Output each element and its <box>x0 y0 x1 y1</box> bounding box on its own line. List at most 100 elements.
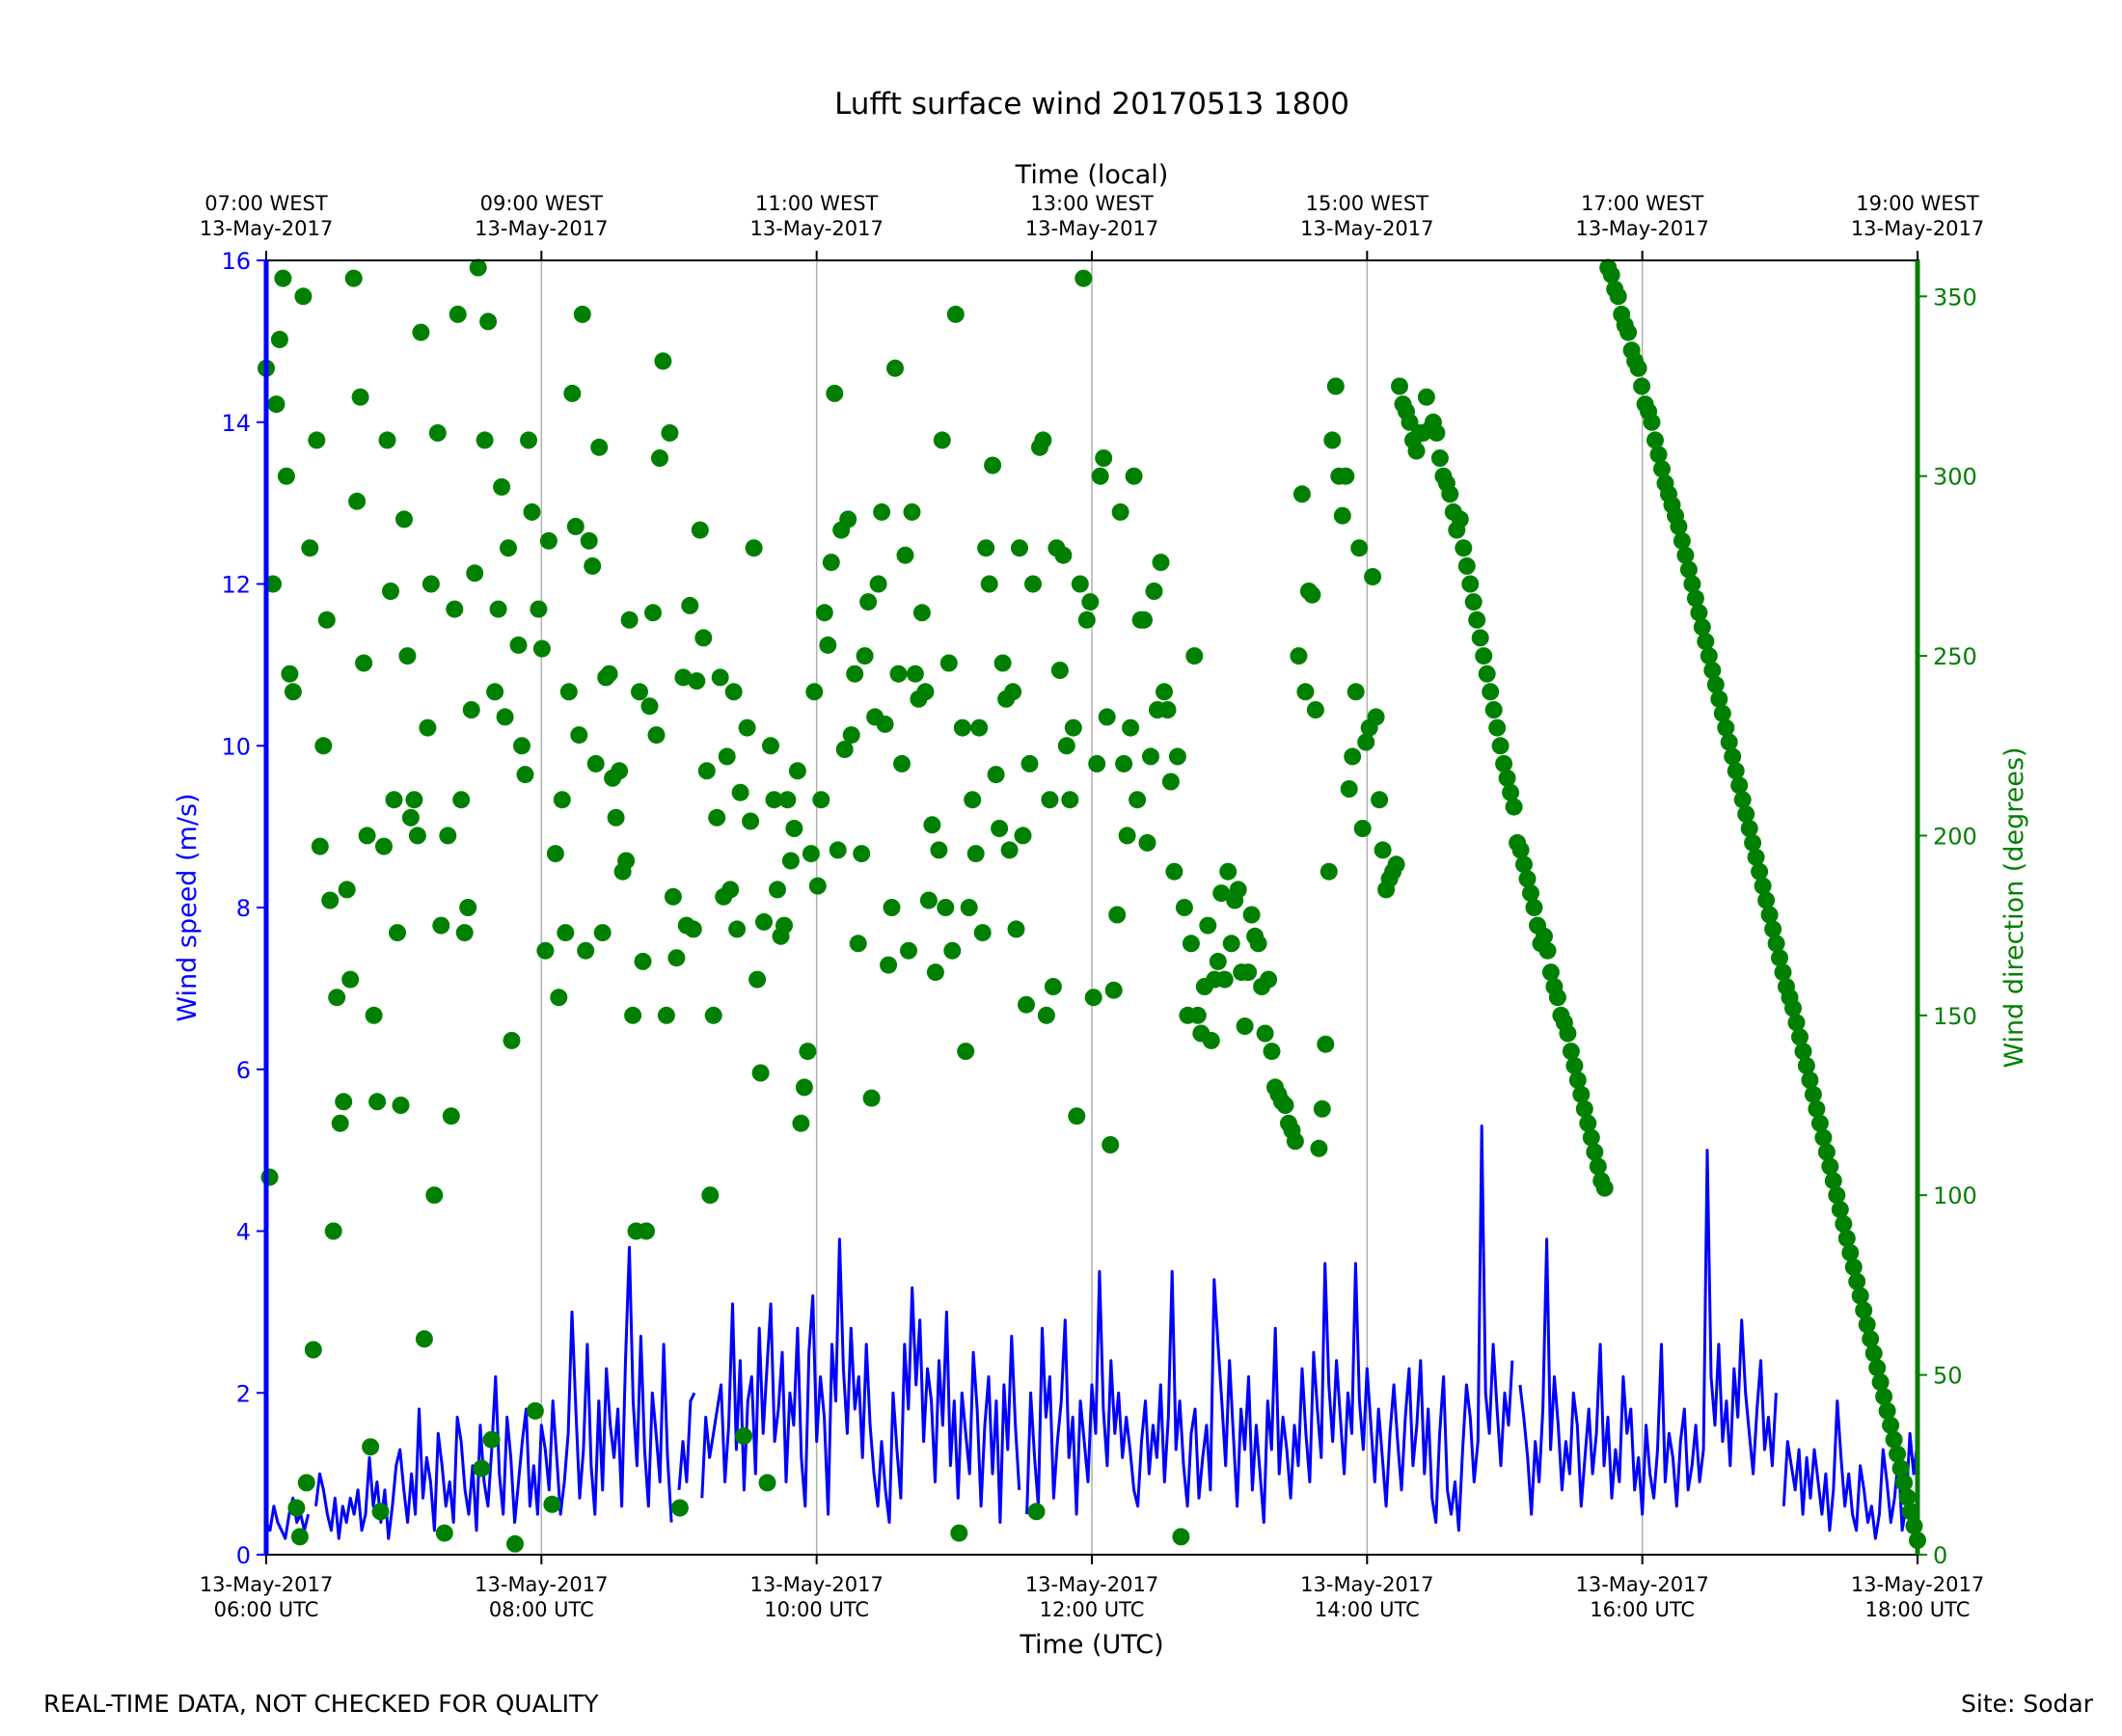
wind-direction-point <box>664 887 682 906</box>
wind-direction-point <box>1568 1071 1587 1089</box>
wind-direction-point <box>1844 1258 1863 1276</box>
wind-direction-point <box>425 1186 444 1205</box>
wind-direction-point <box>799 1043 817 1061</box>
wind-direction-point <box>1502 783 1520 801</box>
wind-direction-point <box>1457 556 1476 575</box>
wind-direction-point <box>886 359 904 377</box>
wind-direction-point <box>580 531 598 550</box>
wind-direction-point <box>1703 662 1722 679</box>
wind-direction-point <box>341 970 360 989</box>
y-tick-label: 16 <box>221 248 251 275</box>
wind-direction-point <box>1751 862 1769 881</box>
wind-direction-point <box>503 1031 521 1049</box>
wind-direction-point <box>724 683 743 701</box>
y2-axis-label: Wind direction (degrees) <box>2000 746 2029 1068</box>
wind-direction-point <box>520 431 537 449</box>
wind-direction-point <box>1710 690 1728 708</box>
wind-direction-point <box>584 556 602 575</box>
wind-direction-point <box>308 431 326 449</box>
wind-direction-point <box>530 600 548 618</box>
wind-direction-point <box>1168 747 1186 766</box>
wind-direction-point <box>1118 827 1136 845</box>
wind-direction-point <box>926 963 944 982</box>
wind-direction-point <box>1817 1143 1836 1161</box>
wind-direction-point <box>1649 446 1668 464</box>
wind-direction-point <box>1236 1017 1254 1035</box>
wind-direction-point <box>1451 510 1469 529</box>
wind-direction-point <box>728 920 747 938</box>
wind-direction-point <box>1767 935 1785 953</box>
wind-direction-point <box>1161 773 1180 791</box>
wind-direction-point <box>987 766 1005 784</box>
wind-direction-point <box>1037 1006 1055 1024</box>
wind-direction-point <box>876 715 894 733</box>
wind-direction-point <box>1871 1373 1890 1392</box>
wind-direction-point <box>1885 1430 1903 1449</box>
wind-direction-point <box>570 726 588 745</box>
wind-direction-point <box>758 1474 776 1492</box>
wind-direction-point <box>1895 1474 1914 1492</box>
wind-direction-point <box>1525 899 1543 916</box>
wind-direction-point <box>375 837 393 855</box>
wind-direction-point <box>853 845 871 863</box>
wind-direction-point <box>532 639 551 658</box>
wind-direction-point <box>1875 1388 1893 1405</box>
wind-direction-point <box>970 719 989 737</box>
wind-direction-point <box>1317 1035 1335 1053</box>
wind-direction-point <box>862 1089 881 1107</box>
wind-direction-point <box>1629 359 1647 377</box>
wind-direction-point <box>1129 791 1147 809</box>
y-tick-label: 6 <box>236 1057 251 1084</box>
wind-direction-point <box>1441 485 1459 503</box>
wind-direction-point <box>869 575 887 593</box>
wind-direction-point <box>559 683 578 701</box>
wind-direction-point <box>1679 560 1698 579</box>
wind-direction-point <box>1344 747 1362 766</box>
wind-speed-segment <box>700 1237 1021 1524</box>
wind-direction-point <box>260 1168 279 1186</box>
wind-direction-point <box>462 701 480 719</box>
wind-direction-point <box>849 935 867 953</box>
wind-direction-point <box>1098 708 1116 726</box>
x-tick-time: 08:00 UTC <box>489 1598 594 1621</box>
wind-speed-segment <box>314 1245 673 1540</box>
wind-direction-point <box>324 1222 342 1240</box>
x-tick-date: 13-May-2017 <box>200 1573 333 1596</box>
wind-direction-point <box>469 258 487 277</box>
wind-direction-point <box>1357 733 1375 751</box>
wind-direction-point <box>1676 546 1695 564</box>
wind-direction-point <box>1091 467 1109 485</box>
x-tick-date: 13-May-2017 <box>1575 1573 1708 1596</box>
x-tick-date: 13-May-2017 <box>749 1573 883 1596</box>
wind-direction-point <box>506 1534 524 1553</box>
wind-direction-point <box>1595 1179 1614 1197</box>
wind-direction-point <box>640 697 659 716</box>
wind-direction-point <box>1296 683 1315 701</box>
wind-direction-point <box>1646 431 1664 449</box>
x-tick-date: 13-May-2017 <box>475 1573 608 1596</box>
wind-direction-point <box>765 791 783 809</box>
wind-direction-point <box>566 517 585 535</box>
wind-direction-point <box>1158 701 1177 719</box>
wind-direction-point <box>593 924 612 942</box>
wind-direction-point <box>1111 502 1129 521</box>
x-axis-label: Time (UTC) <box>1019 1630 1163 1660</box>
wind-direction-point <box>960 899 978 916</box>
wind-direction-point <box>1511 841 1530 859</box>
wind-direction-point <box>980 575 998 593</box>
wind-direction-point <box>903 502 921 521</box>
wind-direction-point <box>405 791 423 809</box>
wind-direction-point <box>382 583 399 600</box>
wind-direction-point <box>1323 431 1342 449</box>
x2-tick-date: 13-May-2017 <box>749 217 883 240</box>
wind-direction-point <box>1353 820 1372 837</box>
wind-direction-points <box>258 258 1926 1553</box>
wind-direction-point <box>1455 539 1473 557</box>
wind-direction-point <box>476 431 494 449</box>
wind-direction-point <box>1498 769 1516 787</box>
wind-direction-point <box>1828 1186 1846 1205</box>
wind-direction-point <box>812 791 830 809</box>
wind-direction-point <box>1125 467 1143 485</box>
wind-direction-point <box>344 269 363 287</box>
